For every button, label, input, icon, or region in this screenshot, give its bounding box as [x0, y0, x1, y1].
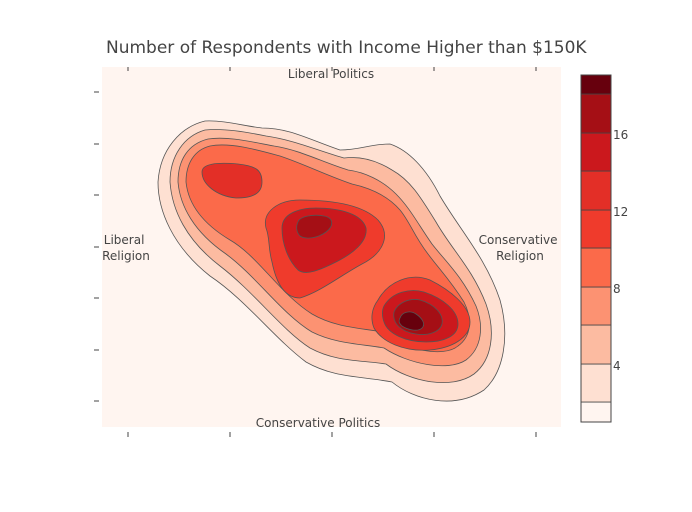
colorbar-segment	[580, 170, 612, 211]
colorbar: 4 8 12 16	[580, 74, 628, 423]
contour-level-16	[296, 214, 333, 239]
colorbar-tick-label: 8	[613, 282, 621, 296]
annotation-conservative-religion-line1: Conservative	[479, 233, 558, 247]
colorbar-tick-label: 12	[613, 205, 628, 219]
contour-fills	[157, 120, 506, 402]
colorbar-segment	[580, 286, 612, 326]
annotation-liberal-religion-line2: Religion	[102, 249, 150, 263]
colorbar-segment	[580, 74, 612, 95]
colorbar-segment	[580, 93, 612, 134]
colorbar-segment	[580, 132, 612, 172]
y-axis-ticks	[94, 91, 99, 402]
contour-level-18	[398, 311, 424, 331]
annotation-liberal-politics: Liberal Politics	[288, 67, 374, 81]
colorbar-segment	[580, 363, 612, 403]
colorbar-segment	[580, 324, 612, 365]
contour-level-12	[201, 162, 263, 199]
colorbar-segment	[580, 401, 612, 423]
annotation-conservative-religion: Conservative Religion	[479, 233, 562, 263]
colorbar-tick-label: 16	[613, 128, 628, 142]
x-axis-ticks	[127, 432, 537, 437]
colorbar-outline	[580, 74, 612, 423]
annotation-liberal-religion: Liberal Religion	[102, 233, 150, 263]
colorbar-tick-label: 4	[613, 359, 621, 373]
chart-title: Number of Respondents with Income Higher…	[106, 38, 587, 58]
annotation-conservative-religion-line2: Religion	[496, 249, 544, 263]
annotation-liberal-religion-line1: Liberal	[104, 233, 145, 247]
colorbar-segment	[580, 247, 612, 288]
plot-top-ticks	[127, 67, 537, 71]
annotation-conservative-politics: Conservative Politics	[256, 416, 380, 430]
colorbar-segment	[580, 209, 612, 249]
